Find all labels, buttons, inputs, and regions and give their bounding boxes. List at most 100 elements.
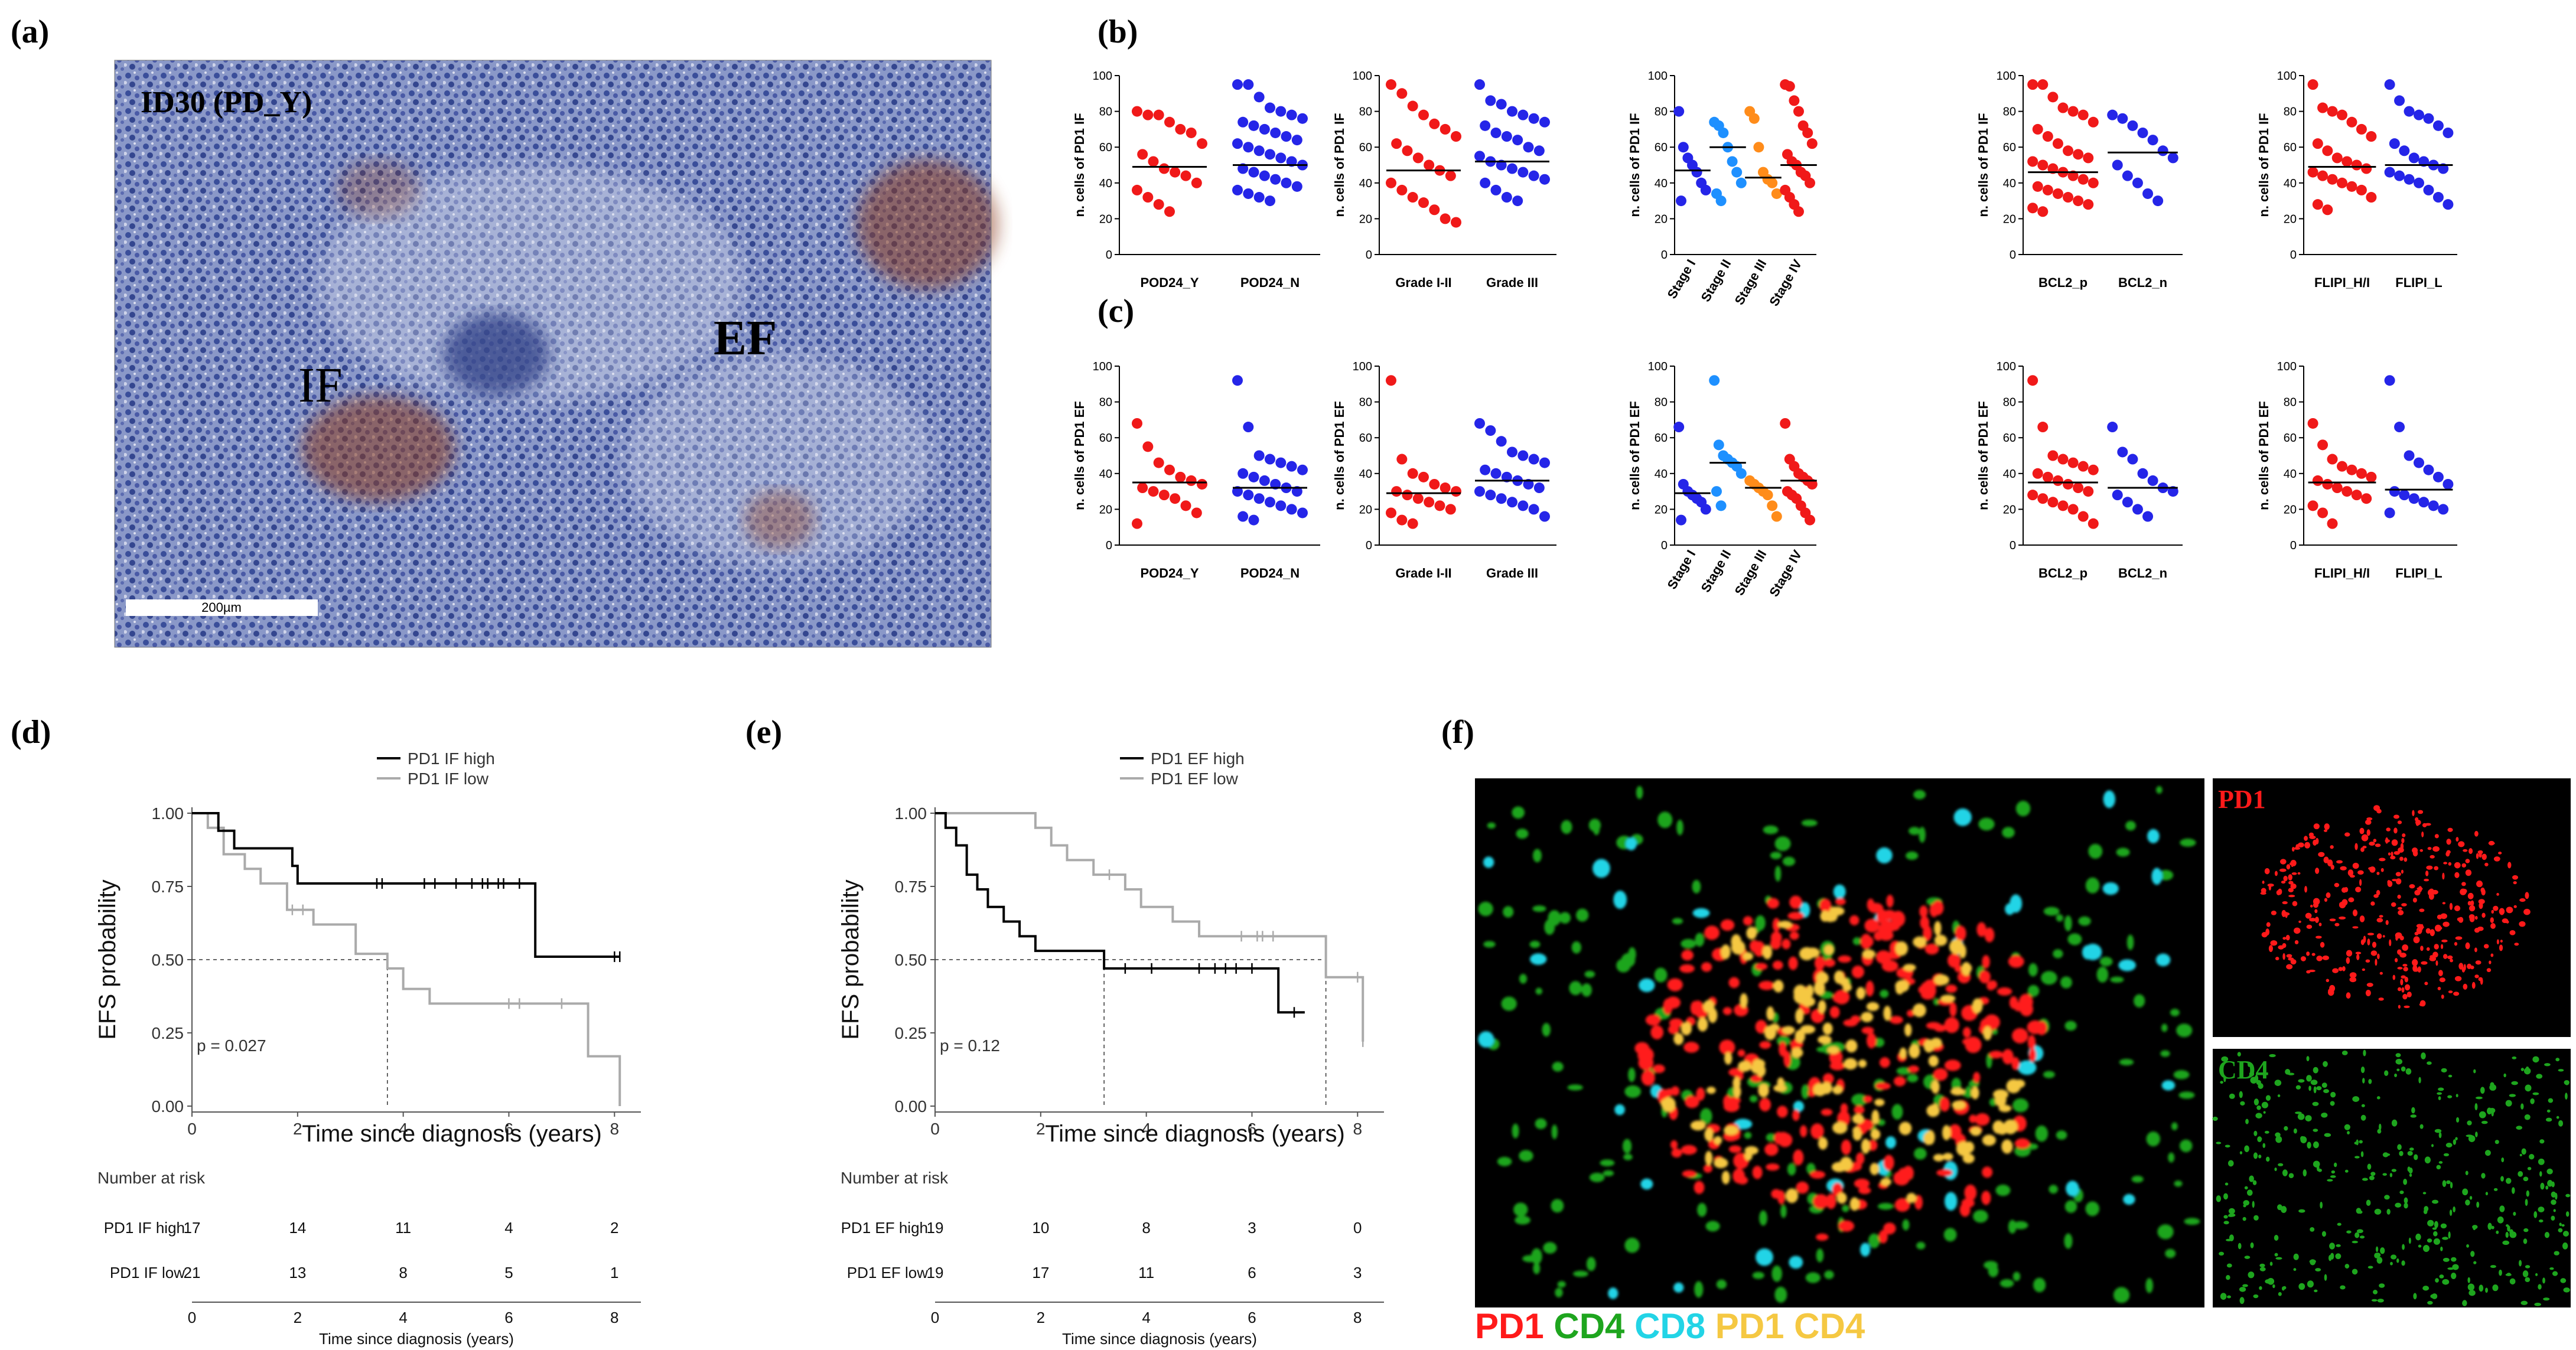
cell-blob bbox=[2371, 1299, 2378, 1302]
cell-blob bbox=[2318, 852, 2325, 857]
cell-blob bbox=[2012, 1028, 2028, 1044]
cell-blob bbox=[1673, 1033, 1684, 1045]
y-tick-label: 0.00 bbox=[152, 1097, 184, 1116]
cell-blob bbox=[1856, 987, 1865, 1000]
data-point bbox=[1253, 145, 1265, 156]
data-point bbox=[2083, 199, 2094, 210]
cell-blob bbox=[2225, 1182, 2229, 1186]
data-point bbox=[2331, 482, 2343, 494]
cell-blob bbox=[2308, 832, 2314, 837]
cell-blob bbox=[2329, 1243, 2335, 1250]
data-point bbox=[2394, 95, 2405, 106]
cell-blob bbox=[2265, 1095, 2271, 1101]
cell-blob bbox=[1732, 1168, 1745, 1183]
cell-blob bbox=[2064, 1200, 2077, 1213]
x-tick-label: 4 bbox=[399, 1120, 408, 1138]
risk-value: 10 bbox=[1032, 1219, 1049, 1237]
x-tick-label: FLIPI_L bbox=[2395, 566, 2442, 581]
risk-value: 19 bbox=[927, 1219, 944, 1237]
cell-blob bbox=[2294, 927, 2301, 934]
cell-blob bbox=[1728, 977, 1740, 989]
cell-blob bbox=[2440, 1246, 2443, 1251]
cell-blob bbox=[1744, 1146, 1758, 1155]
data-point bbox=[2356, 468, 2367, 479]
cell-blob bbox=[2434, 1221, 2438, 1228]
cell-blob bbox=[1866, 1032, 1877, 1049]
cell-blob bbox=[1743, 916, 1753, 926]
data-point bbox=[1148, 156, 1159, 167]
data-point bbox=[1232, 79, 1243, 90]
cell-blob bbox=[2344, 1169, 2349, 1173]
data-point bbox=[2341, 156, 2353, 167]
cell-blob bbox=[2028, 1048, 2037, 1062]
data-point bbox=[1191, 507, 1202, 519]
data-point bbox=[1539, 174, 1550, 185]
cell-blob bbox=[1755, 1020, 1767, 1034]
cell-blob bbox=[2377, 953, 2380, 960]
data-point bbox=[2418, 497, 2430, 508]
data-point bbox=[1286, 504, 1297, 515]
cell-blob bbox=[2307, 1142, 2311, 1149]
cell-blob bbox=[2465, 942, 2470, 950]
data-point bbox=[1490, 127, 1502, 138]
cell-blob bbox=[2378, 997, 2384, 1001]
y-tick-label: 60 bbox=[1655, 432, 1668, 445]
data-point bbox=[1232, 138, 1243, 149]
cell-blob bbox=[2388, 852, 2391, 856]
cell-blob bbox=[2171, 1122, 2178, 1130]
cell-blob bbox=[2310, 1080, 2318, 1085]
cell-blob bbox=[1871, 1110, 1880, 1125]
cell-blob bbox=[2264, 868, 2270, 875]
cell-blob bbox=[2404, 976, 2408, 983]
risk-value: 8 bbox=[399, 1264, 407, 1281]
cell-blob bbox=[2512, 875, 2519, 880]
cell-blob bbox=[2320, 1201, 2323, 1209]
cell-blob bbox=[2239, 1091, 2243, 1098]
data-point bbox=[1691, 167, 1702, 178]
cell-blob bbox=[1716, 1279, 1727, 1289]
cell-blob bbox=[1880, 989, 1889, 998]
cell-blob bbox=[1874, 1038, 1885, 1048]
cell-blob bbox=[1721, 944, 1731, 960]
cell-blob bbox=[2442, 1180, 2447, 1187]
cell-blob bbox=[2228, 1208, 2235, 1214]
cell-blob bbox=[1721, 1170, 1730, 1185]
data-point bbox=[2087, 116, 2099, 128]
cell-blob bbox=[2467, 1120, 2472, 1126]
cell-blob bbox=[2168, 1152, 2175, 1163]
cell-blob bbox=[2512, 1056, 2517, 1059]
y-tick-label: 80 bbox=[1359, 106, 1372, 119]
cell-blob bbox=[2359, 827, 2365, 834]
data-point bbox=[1386, 507, 1396, 519]
cell-blob bbox=[2363, 935, 2366, 943]
cell-blob bbox=[2131, 1175, 2144, 1183]
data-point bbox=[1158, 490, 1170, 501]
cell-blob bbox=[2396, 1068, 2400, 1071]
cell-blob bbox=[2556, 1116, 2559, 1119]
x-tick-label: Stage III bbox=[1731, 257, 1769, 308]
data-point bbox=[1243, 188, 1254, 199]
y-tick-label: 0 bbox=[2010, 249, 2016, 262]
cell-blob bbox=[1535, 987, 1542, 995]
cell-blob bbox=[2173, 1070, 2190, 1080]
x-tick-label: Stage II bbox=[1698, 257, 1734, 304]
y-tick-label: 0 bbox=[1366, 539, 1372, 552]
cell-blob bbox=[2179, 1139, 2193, 1153]
cell-blob bbox=[2415, 1233, 2421, 1241]
cell-blob bbox=[2261, 932, 2268, 938]
cell-blob bbox=[2485, 1192, 2489, 1196]
data-point bbox=[1418, 109, 1429, 120]
cell-blob bbox=[1690, 1120, 1706, 1131]
x-tick-label: Stage II bbox=[1698, 547, 1734, 595]
y-axis-label: n. cells of PD1 EF bbox=[2256, 401, 2271, 510]
cell-blob bbox=[2281, 881, 2286, 884]
cell-blob bbox=[2414, 889, 2421, 896]
cell-blob bbox=[1654, 967, 1668, 983]
cell-blob bbox=[2438, 1132, 2442, 1139]
cell-blob bbox=[1708, 1007, 1718, 1023]
cell-blob bbox=[2275, 1136, 2282, 1143]
cell-blob bbox=[2292, 901, 2298, 906]
cell-blob bbox=[2533, 1211, 2538, 1218]
risk-x-tick-label: 8 bbox=[1353, 1309, 1362, 1326]
